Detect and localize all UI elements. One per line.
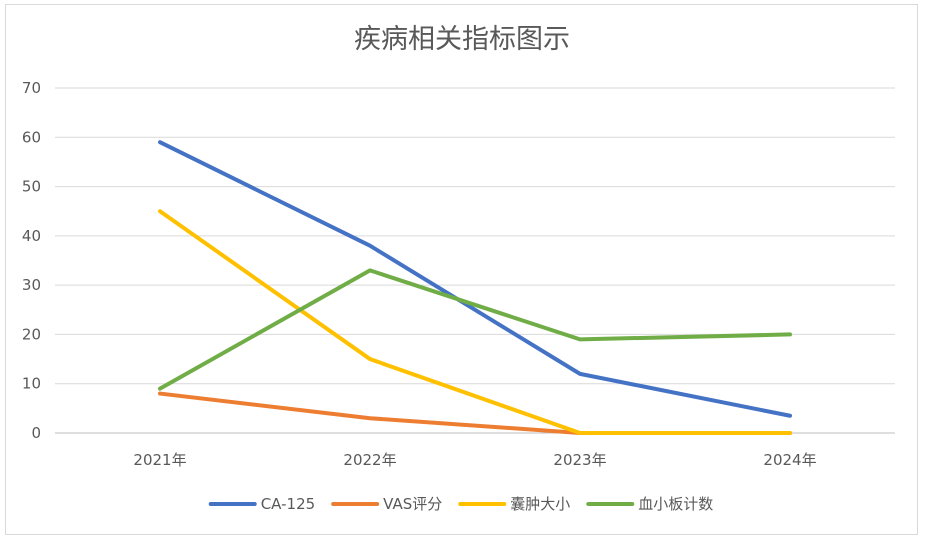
legend-item: VAS评分 <box>331 495 442 513</box>
series-line-2 <box>158 209 792 435</box>
y-tick-label: 70 <box>22 79 41 97</box>
series-line-0 <box>158 140 792 418</box>
chart-title: 疾病相关指标图示 <box>354 24 570 55</box>
x-axis-ticks: 2021年 2022年 2023年 2024年 <box>133 451 816 469</box>
series-line-3 <box>158 268 792 391</box>
y-axis-ticks: 0 10 20 30 40 50 60 70 <box>22 79 41 442</box>
legend-item: 血小板计数 <box>586 495 713 513</box>
y-tick-label: 60 <box>22 128 41 146</box>
legend-label: VAS评分 <box>383 495 442 513</box>
y-tick-label: 40 <box>22 227 41 245</box>
series-line-1 <box>158 391 792 435</box>
y-tick-label: 0 <box>31 424 41 442</box>
series-lines <box>158 140 792 435</box>
x-tick-label: 2024年 <box>763 451 816 469</box>
y-tick-label: 30 <box>22 276 41 294</box>
legend: CA-125 VAS评分 囊肿大小 血小板计数 <box>208 495 713 513</box>
chart-frame <box>5 4 918 535</box>
y-tick-label: 10 <box>22 375 41 393</box>
x-tick-label: 2021年 <box>133 451 186 469</box>
legend-item: CA-125 <box>208 495 315 513</box>
grid-lines <box>55 87 895 434</box>
legend-label: 血小板计数 <box>638 495 713 513</box>
legend-item: 囊肿大小 <box>458 495 570 513</box>
y-tick-label: 50 <box>22 178 41 196</box>
y-tick-label: 20 <box>22 325 41 343</box>
legend-label: CA-125 <box>261 495 315 513</box>
x-tick-label: 2023年 <box>553 451 606 469</box>
legend-label: 囊肿大小 <box>510 495 570 513</box>
x-tick-label: 2022年 <box>343 451 396 469</box>
